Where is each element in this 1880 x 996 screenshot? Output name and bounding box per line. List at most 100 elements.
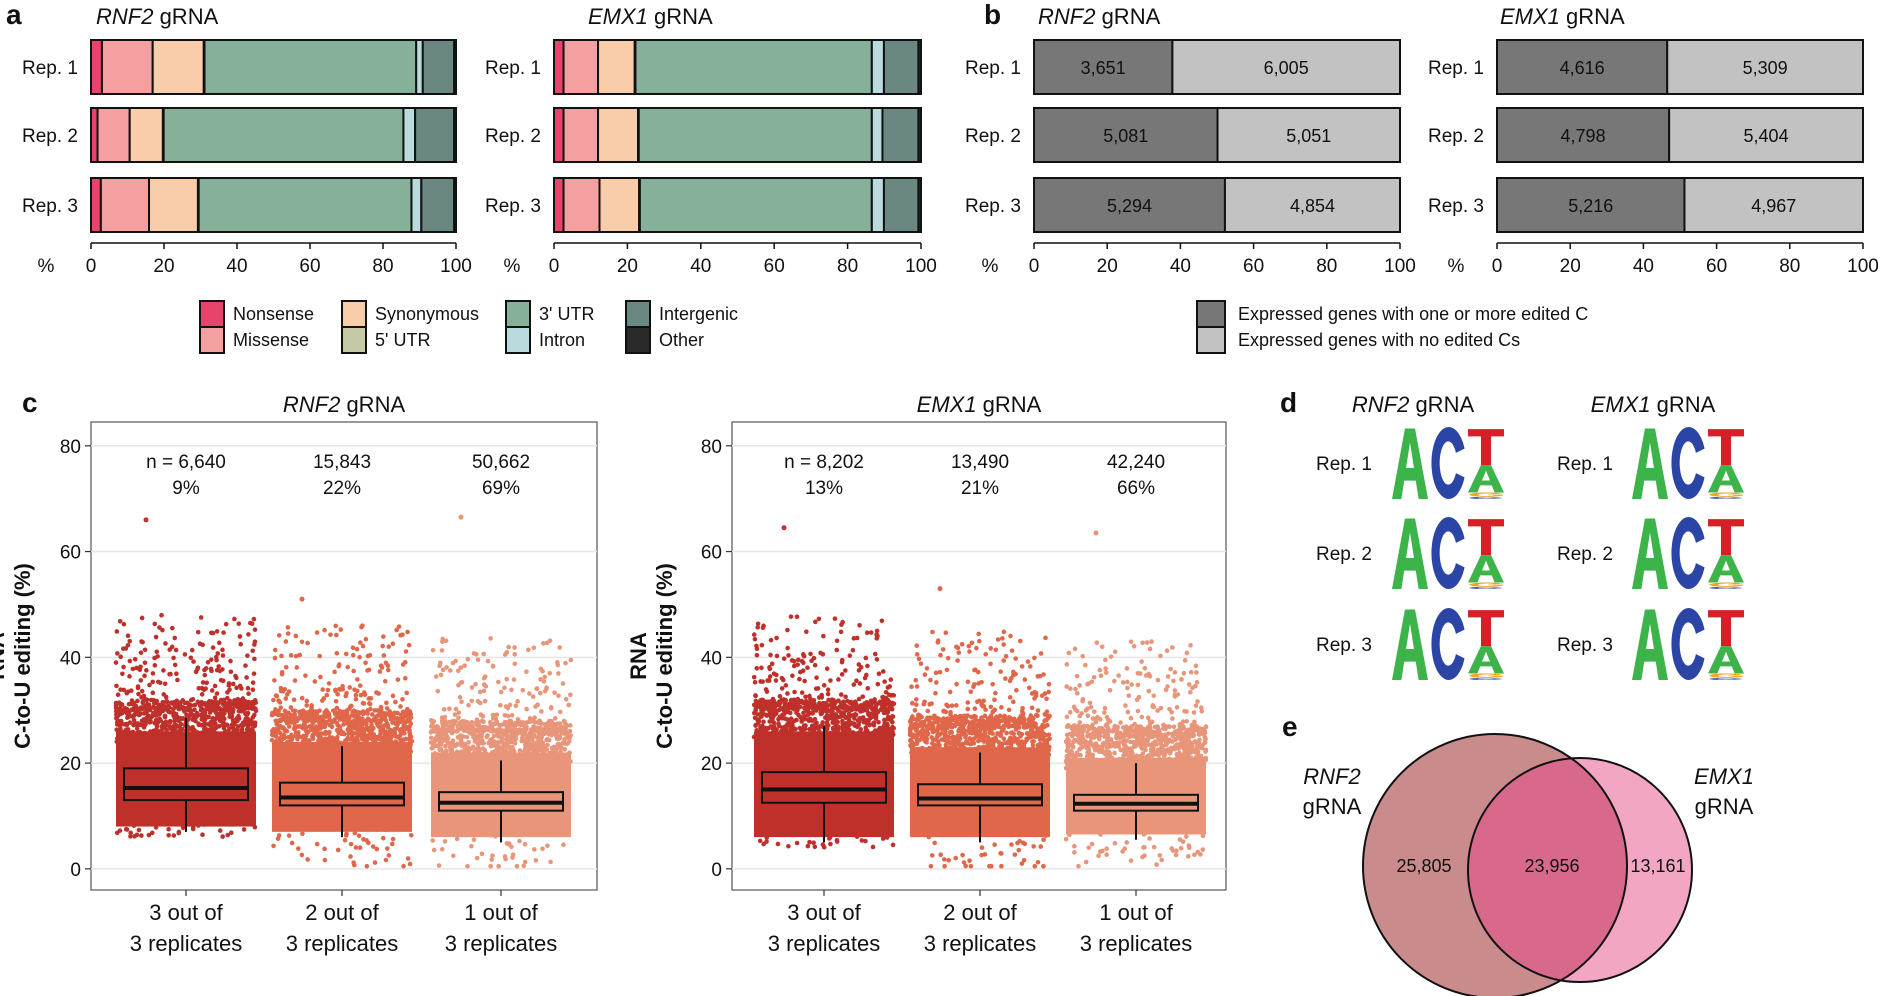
data-point <box>816 616 822 622</box>
data-point <box>1044 739 1050 745</box>
legend-swatch <box>199 300 225 328</box>
data-point <box>288 705 294 710</box>
data-point <box>512 831 517 836</box>
data-point <box>781 656 787 661</box>
data-point <box>477 689 483 695</box>
data-point <box>459 699 464 705</box>
x-tick-label: 100 <box>905 256 937 277</box>
data-point <box>370 844 376 849</box>
data-point <box>508 729 513 734</box>
data-point <box>1000 636 1005 641</box>
data-point <box>172 703 178 708</box>
data-point <box>942 863 947 869</box>
data-point <box>491 733 497 739</box>
data-point <box>199 699 204 705</box>
data-point <box>286 833 292 838</box>
data-point <box>288 652 294 658</box>
title-suffix: gRNA <box>1095 4 1160 29</box>
data-point <box>149 830 155 836</box>
data-point <box>972 706 978 711</box>
data-point <box>433 674 439 679</box>
data-point <box>237 634 243 639</box>
data-point <box>200 712 205 718</box>
data-point <box>914 702 919 707</box>
data-point <box>957 752 962 758</box>
data-point <box>345 713 350 719</box>
data-point <box>969 640 975 646</box>
data-point <box>363 636 369 642</box>
data-point <box>391 710 397 716</box>
data-point <box>563 660 568 666</box>
data-point <box>408 832 414 838</box>
data-point <box>469 843 474 849</box>
data-point <box>142 730 147 736</box>
bar-segment <box>917 177 923 233</box>
data-point <box>291 713 296 719</box>
data-point <box>134 732 139 737</box>
data-point <box>221 630 226 635</box>
data-point <box>137 729 143 735</box>
panel-b-rnf2-title: RNF2 gRNA <box>1038 4 1161 29</box>
data-point <box>167 671 172 677</box>
jitter-points <box>428 514 574 869</box>
data-point <box>979 679 984 685</box>
data-point <box>473 681 478 687</box>
data-point <box>464 751 470 756</box>
data-point <box>454 836 460 842</box>
data-point <box>1046 689 1052 695</box>
data-point <box>361 741 367 747</box>
data-point <box>763 732 769 737</box>
data-point <box>357 845 363 851</box>
data-point <box>924 733 929 739</box>
data-point <box>909 700 915 706</box>
data-point <box>462 663 467 668</box>
data-point <box>171 655 176 661</box>
data-point <box>919 750 925 755</box>
data-point <box>473 733 479 739</box>
data-point <box>127 638 133 644</box>
data-point <box>556 693 561 698</box>
data-point <box>396 624 402 629</box>
data-point <box>144 668 149 673</box>
data-point <box>381 653 387 658</box>
data-point <box>466 702 471 708</box>
data-point <box>274 744 279 750</box>
data-point <box>813 619 818 625</box>
data-point <box>155 654 160 659</box>
data-point <box>862 675 868 681</box>
legend-label: Other <box>659 330 704 350</box>
data-point <box>908 723 914 729</box>
data-point <box>547 670 552 676</box>
data-point <box>752 636 758 642</box>
bar-segment <box>90 177 102 233</box>
x-tick-label: 0 <box>1029 256 1040 277</box>
data-point <box>882 679 887 684</box>
data-point <box>768 724 774 729</box>
data-point <box>234 675 239 681</box>
legend-swatch <box>199 326 225 354</box>
title-gene: RNF2 <box>283 392 340 417</box>
data-point <box>360 721 366 727</box>
data-point <box>322 710 327 715</box>
data-point <box>839 672 845 677</box>
data-point <box>214 691 220 696</box>
count-annotation: n = 6,640 <box>146 452 226 473</box>
data-point <box>811 840 816 845</box>
data-point <box>465 863 470 869</box>
bar-segment <box>1496 39 1669 95</box>
legend-swatch <box>625 300 651 328</box>
data-point <box>153 825 159 830</box>
data-point <box>1007 737 1012 743</box>
data-point <box>970 740 976 746</box>
data-point <box>854 834 860 839</box>
data-point <box>771 698 777 703</box>
bar-segment <box>99 177 151 233</box>
data-point <box>912 708 918 713</box>
data-point <box>243 663 248 668</box>
data-point <box>402 675 408 681</box>
data-point <box>909 684 914 690</box>
data-point <box>560 740 566 746</box>
data-point <box>868 630 874 635</box>
data-point <box>287 749 293 755</box>
data-point <box>524 669 529 675</box>
